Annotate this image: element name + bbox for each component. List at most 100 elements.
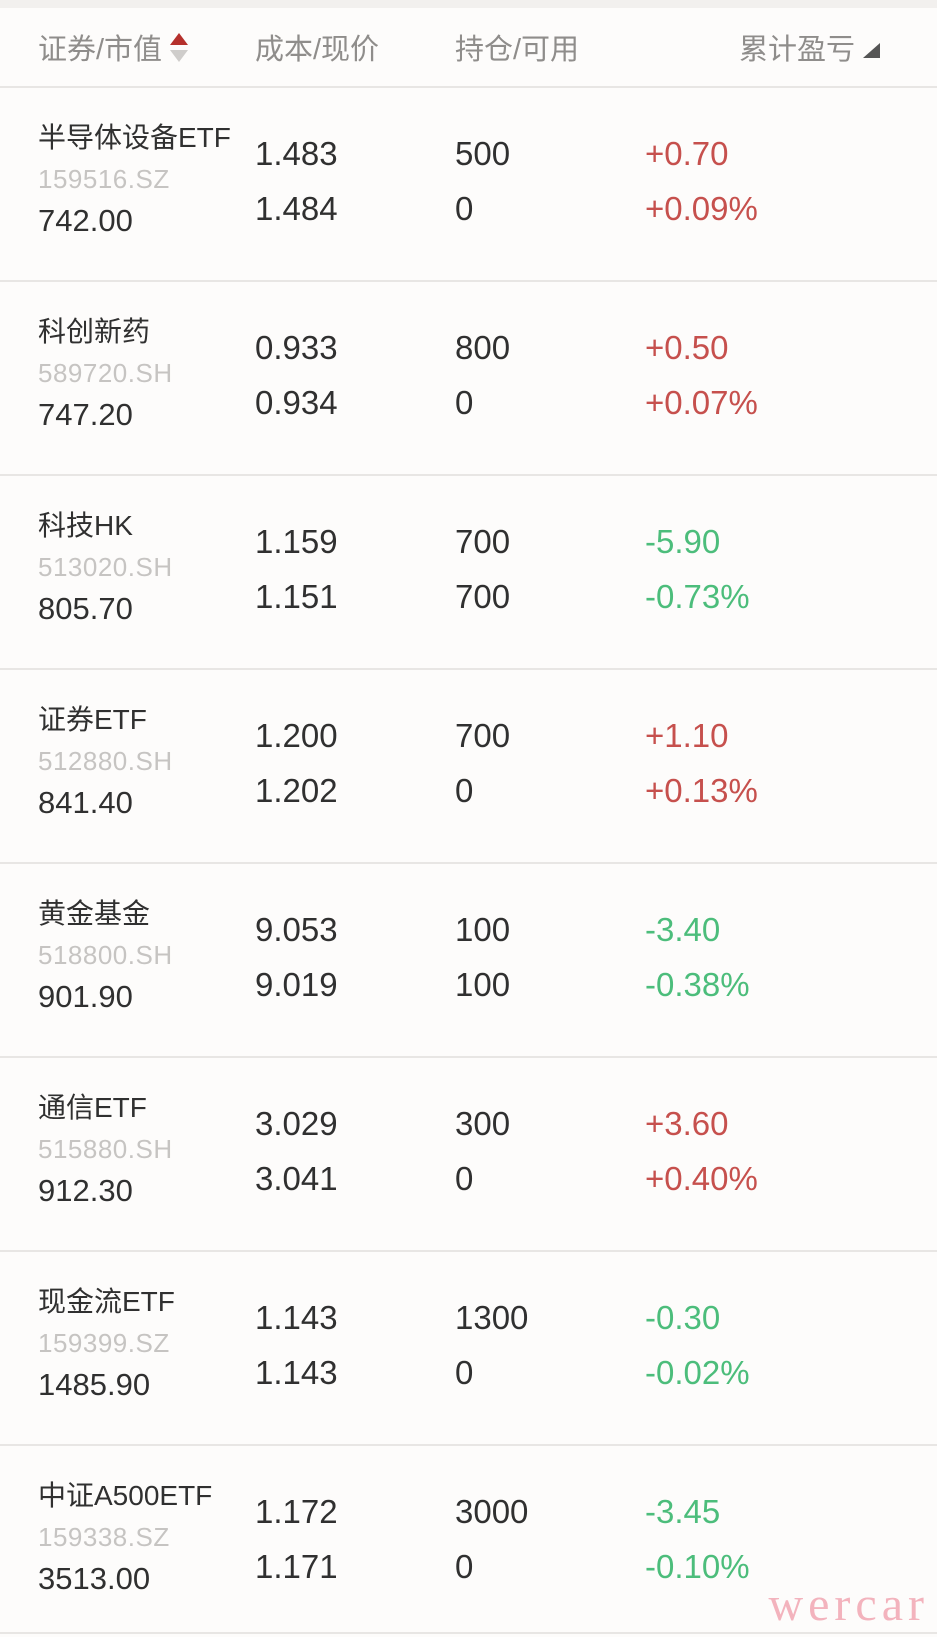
pnl-percent: +0.07%	[645, 384, 758, 422]
security-cell: 科技HK 513020.SH 805.70	[38, 476, 255, 668]
security-name: 通信ETF	[38, 1092, 147, 1123]
current-price-value: 0.934	[255, 384, 338, 422]
cumulative-pnl-cell: +0.70 +0.09%	[645, 88, 880, 280]
market-value: 805.70	[38, 591, 133, 626]
cost-value: 1.172	[255, 1493, 338, 1530]
security-name: 中证A500ETF	[38, 1480, 213, 1511]
holding-row[interactable]: 科技HK 513020.SH 805.70 1.159 1.151 700 70…	[0, 474, 937, 668]
pnl-amount: -3.40	[645, 911, 721, 948]
current-price-value: 1.171	[255, 1548, 338, 1586]
available-value: 0	[455, 1354, 474, 1392]
security-code: 159399.SZ	[38, 1328, 170, 1358]
current-price-value: 1.143	[255, 1354, 338, 1392]
security-name: 现金流ETF	[38, 1286, 175, 1317]
sort-arrows-icon	[170, 32, 189, 62]
column-header-security-market-value[interactable]: 证券/市值	[38, 26, 255, 68]
security-code: 518800.SH	[38, 940, 173, 970]
market-value: 841.40	[38, 785, 133, 820]
security-code: 159338.SZ	[38, 1522, 170, 1552]
cumulative-pnl-cell: -0.30 -0.02%	[645, 1252, 880, 1444]
column-header-label: 持仓/可用	[455, 34, 580, 66]
cumulative-pnl-cell: +3.60 +0.40%	[645, 1058, 880, 1250]
cost-value: 1.159	[255, 523, 338, 560]
market-value: 912.30	[38, 1173, 133, 1208]
current-price-value: 1.202	[255, 772, 338, 810]
column-header-position-available[interactable]: 持仓/可用	[455, 26, 645, 68]
top-strip	[0, 0, 937, 8]
current-price-value: 3.041	[255, 1160, 338, 1198]
column-header-cumulative-pnl[interactable]: 累计盈亏	[645, 26, 880, 68]
available-value: 0	[455, 384, 474, 422]
table-header: 证券/市值 成本/现价 持仓/可用 累计盈亏	[0, 8, 937, 86]
holding-row[interactable]: 半导体设备ETF 159516.SZ 742.00 1.483 1.484 50…	[0, 86, 937, 280]
cost-value: 1.483	[255, 135, 338, 172]
security-name: 科创新药	[38, 316, 151, 347]
pnl-percent: +0.09%	[645, 190, 758, 228]
holding-row[interactable]: 黄金基金 518800.SH 901.90 9.053 9.019 100 10…	[0, 862, 937, 1056]
position-available-cell: 700 700	[455, 476, 645, 668]
holding-row[interactable]: 中证A500ETF 159338.SZ 3513.00 1.172 1.171 …	[0, 1444, 937, 1637]
position-value: 700	[455, 717, 511, 754]
security-name: 科技HK	[38, 510, 133, 541]
column-header-label: 证券/市值	[38, 34, 163, 66]
cost-price-cell: 1.143 1.143	[255, 1252, 455, 1444]
available-value: 0	[455, 1548, 474, 1586]
cost-price-cell: 1.200 1.202	[255, 670, 455, 862]
sort-up-triangle-icon	[170, 32, 189, 45]
position-value: 300	[455, 1105, 511, 1142]
pnl-percent: +0.40%	[645, 1160, 758, 1198]
security-name: 黄金基金	[38, 898, 151, 929]
position-available-cell: 500 0	[455, 88, 645, 280]
position-available-cell: 1300 0	[455, 1252, 645, 1444]
cumulative-pnl-cell: +0.50 +0.07%	[645, 282, 880, 474]
cost-price-cell: 1.172 1.171	[255, 1446, 455, 1637]
holding-row[interactable]: 证券ETF 512880.SH 841.40 1.200 1.202 700 0…	[0, 668, 937, 862]
holding-row[interactable]: 通信ETF 515880.SH 912.30 3.029 3.041 300 0…	[0, 1056, 937, 1250]
cumulative-pnl-cell: -3.40 -0.38%	[645, 864, 880, 1056]
current-price-value: 9.019	[255, 966, 338, 1004]
column-header-cost-price[interactable]: 成本/现价	[255, 26, 455, 68]
market-value: 747.20	[38, 397, 133, 432]
market-value: 3513.00	[38, 1561, 151, 1596]
security-name: 证券ETF	[38, 704, 147, 735]
security-cell: 黄金基金 518800.SH 901.90	[38, 864, 255, 1056]
security-cell: 证券ETF 512880.SH 841.40	[38, 670, 255, 862]
available-value: 0	[455, 1160, 474, 1198]
bottom-divider	[0, 1632, 937, 1634]
security-code: 589720.SH	[38, 358, 173, 388]
current-price-value: 1.151	[255, 578, 338, 616]
column-header-label: 成本/现价	[255, 34, 380, 66]
cumulative-pnl-cell: -3.45 -0.10%	[645, 1446, 880, 1637]
position-available-cell: 300 0	[455, 1058, 645, 1250]
security-cell: 半导体设备ETF 159516.SZ 742.00	[38, 88, 255, 280]
position-available-cell: 100 100	[455, 864, 645, 1056]
security-code: 159516.SZ	[38, 164, 170, 194]
pnl-percent: -0.02%	[645, 1354, 750, 1392]
market-value: 901.90	[38, 979, 133, 1014]
pnl-amount: -0.30	[645, 1299, 721, 1336]
security-cell: 通信ETF 515880.SH 912.30	[38, 1058, 255, 1250]
cost-value: 3.029	[255, 1105, 338, 1142]
security-name: 半导体设备ETF	[38, 122, 231, 153]
pnl-percent: -0.38%	[645, 966, 750, 1004]
available-value: 0	[455, 772, 474, 810]
security-code: 515880.SH	[38, 1134, 173, 1164]
security-code: 512880.SH	[38, 746, 173, 776]
position-value: 1300	[455, 1299, 529, 1336]
current-price-value: 1.484	[255, 190, 338, 228]
available-value: 700	[455, 578, 511, 616]
pnl-percent: +0.13%	[645, 772, 758, 810]
available-value: 0	[455, 190, 474, 228]
cumulative-pnl-cell: +1.10 +0.13%	[645, 670, 880, 862]
cost-price-cell: 0.933 0.934	[255, 282, 455, 474]
available-value: 100	[455, 966, 511, 1004]
position-value: 700	[455, 523, 511, 560]
security-cell: 科创新药 589720.SH 747.20	[38, 282, 255, 474]
position-available-cell: 700 0	[455, 670, 645, 862]
position-value: 500	[455, 135, 511, 172]
holding-row[interactable]: 科创新药 589720.SH 747.20 0.933 0.934 800 0 …	[0, 280, 937, 474]
holding-row[interactable]: 现金流ETF 159399.SZ 1485.90 1.143 1.143 130…	[0, 1250, 937, 1444]
pnl-amount: +0.70	[645, 135, 729, 172]
pnl-amount: +0.50	[645, 329, 729, 366]
